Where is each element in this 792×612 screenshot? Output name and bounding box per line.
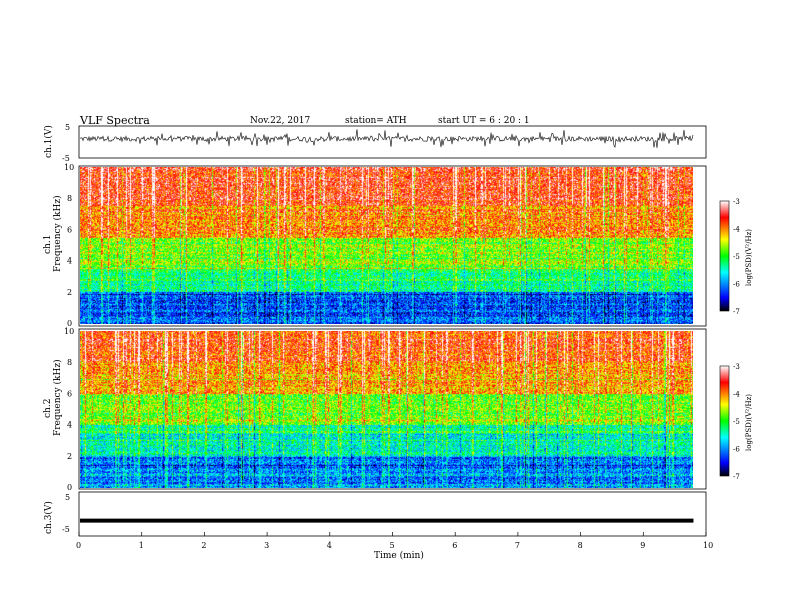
ch2-ytick-label: 8 bbox=[67, 358, 72, 367]
xtick-label: 3 bbox=[264, 541, 269, 550]
ch1-colorbar-tick: -5 bbox=[733, 253, 740, 261]
xtick-label: 0 bbox=[76, 541, 81, 550]
ch1-ytick-bottom: -5 bbox=[62, 154, 70, 163]
ch2-colorbar-tick: -4 bbox=[733, 391, 740, 399]
ch2-colorbar-gradient bbox=[719, 365, 730, 477]
xtick-label: 8 bbox=[578, 541, 583, 550]
ch1-colorbar-tick: -7 bbox=[733, 308, 740, 316]
ch1-frequency-ylabel: Frequency (kHz) bbox=[52, 195, 63, 272]
ch2-colorbar-tick: -6 bbox=[733, 446, 740, 454]
ch2-spectrogram-panel: 0 2 4 6 8 10 ch.2 Frequency (kHz) bbox=[43, 327, 707, 492]
ch1-colorbar-gradient bbox=[719, 200, 730, 312]
ch2-ytick-label: 0 bbox=[67, 483, 72, 492]
ch3-waveform-ylabel: ch.3(V) bbox=[43, 501, 54, 534]
ch1-colorbar-label: log(PSD)(V²/Hz) bbox=[745, 229, 753, 286]
ch1-spectrogram-frame bbox=[78, 165, 707, 327]
xtick-label: 5 bbox=[390, 541, 395, 550]
ch1-colorbar-tick: -6 bbox=[733, 281, 740, 289]
ch3-ytick-top: 5 bbox=[65, 493, 70, 502]
start-time-label: start UT = 6 : 20 : 1 bbox=[438, 116, 530, 126]
ch2-ytick-label: 6 bbox=[67, 389, 72, 398]
ch1-ytick-label: 2 bbox=[67, 288, 72, 297]
ch3-frame bbox=[78, 491, 707, 537]
xtick-label: 6 bbox=[452, 541, 457, 550]
ch1-waveform-ylabel: ch.1(V) bbox=[43, 125, 54, 158]
ch1-channel-label: ch.1 bbox=[43, 235, 53, 254]
ch1-ytick-top: 5 bbox=[65, 123, 70, 132]
xtick-label: 7 bbox=[515, 541, 520, 550]
ch1-spectrogram-panel: 0 2 4 6 8 10 ch.1 Frequency (kHz) bbox=[43, 163, 707, 328]
ch2-colorbar-label: log(PSD)(V²/Hz) bbox=[745, 394, 753, 451]
ch2-ytick-label: 2 bbox=[67, 452, 72, 461]
ch3-ytick-bottom: -5 bbox=[62, 525, 70, 534]
ch2-channel-label: ch.2 bbox=[43, 399, 53, 418]
figure-title: VLF Spectra bbox=[79, 114, 150, 127]
xtick-label: 2 bbox=[201, 541, 206, 550]
ch2-ytick-label: 10 bbox=[64, 327, 74, 336]
ch1-waveform-panel: 5 -5 ch.1(V) bbox=[43, 123, 707, 163]
ch2-colorbar: -3 -4 -5 -6 -7 log(PSD)(V²/Hz) bbox=[719, 363, 753, 481]
ch1-colorbar-tick: -4 bbox=[733, 226, 740, 234]
ch2-spectrogram-frame bbox=[78, 328, 707, 490]
ch1-ytick-label: 0 bbox=[67, 319, 72, 328]
ch2-ytick-label: 4 bbox=[67, 421, 72, 430]
xtick-label: 9 bbox=[640, 541, 645, 550]
ch1-frame bbox=[78, 125, 707, 159]
station-label: station= ATH bbox=[345, 116, 407, 126]
ch3-waveform-panel: 5 -5 ch.3(V) 0 1 2 3 4 5 6 7 8 9 10 Time (min) bbox=[43, 491, 713, 561]
date-label: Nov.22, 2017 bbox=[250, 116, 311, 126]
ch2-frequency-ylabel: Frequency (kHz) bbox=[52, 359, 63, 436]
xtick-label: 1 bbox=[139, 541, 144, 550]
ch1-spectrogram-image bbox=[80, 167, 693, 324]
ch1-ytick-label: 10 bbox=[64, 163, 74, 172]
ch2-spectrogram-image bbox=[80, 331, 693, 488]
ch1-ytick-label: 4 bbox=[67, 257, 72, 266]
ch1-colorbar-tick: -3 bbox=[733, 198, 740, 206]
xtick-label: 4 bbox=[327, 541, 332, 550]
time-xlabel: Time (min) bbox=[374, 550, 424, 561]
xtick-label: 10 bbox=[703, 541, 713, 550]
ch1-ytick-label: 8 bbox=[67, 194, 72, 203]
ch2-colorbar-tick: -3 bbox=[733, 363, 740, 371]
ch1-waveform-line bbox=[79, 129, 694, 148]
ch1-ytick-label: 6 bbox=[67, 225, 72, 234]
ch2-colorbar-tick: -7 bbox=[733, 473, 740, 481]
ch1-colorbar: -3 -4 -5 -6 -7 log(PSD)(V²/Hz) bbox=[719, 198, 753, 316]
ch2-colorbar-tick: -5 bbox=[733, 418, 740, 426]
